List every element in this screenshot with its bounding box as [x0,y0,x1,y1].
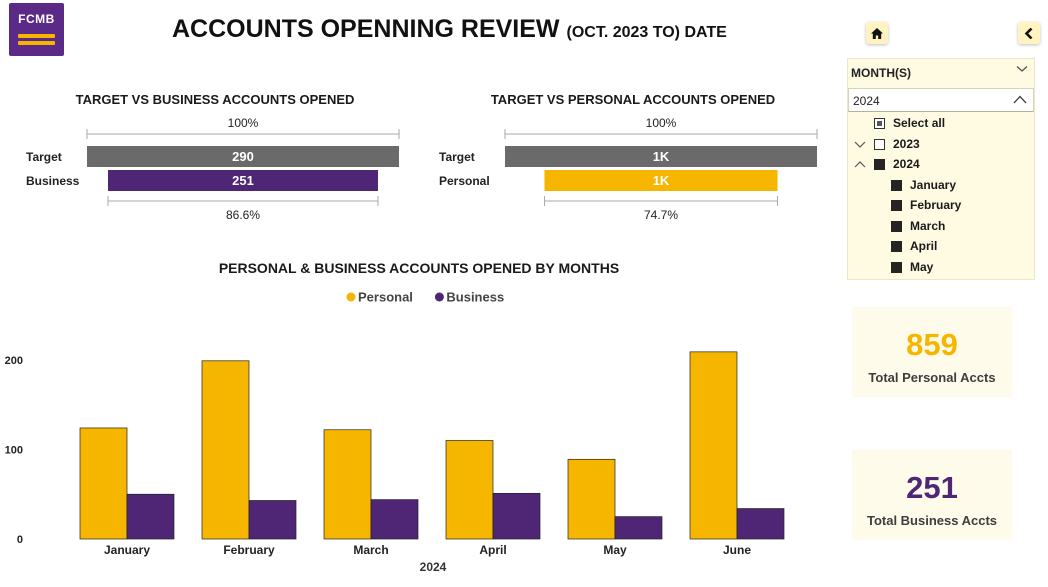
column-chart-title: PERSONAL & BUSINESS ACCOUNTS OPENED BY M… [219,260,619,276]
charts-canvas: TARGET VS BUSINESS ACCOUNTS OPENED 100% 29… [5,92,818,574]
funnel-top-percent: 100% [228,116,259,130]
column-bar [736,508,785,540]
column-bar [79,427,128,540]
column-bar [614,516,663,540]
funnel-bar-value: 1K [653,149,670,164]
slicer-checkbox[interactable] [874,118,885,129]
chevron-left-icon [1024,27,1033,39]
funnel-bottom-percent: 86.6% [226,208,260,222]
total-business-value: 251 [906,470,958,505]
x-tick-label: March [353,543,388,557]
slicer-checkbox[interactable] [891,200,902,211]
expand-icon[interactable] [854,139,866,149]
funnel-bottom-bracket [107,196,379,206]
slicer-item-label[interactable]: 2024 [893,157,920,171]
page-title: ACCOUNTS OPENNING REVIEW (OCT. 2023 TO) … [172,15,727,44]
funnel-title: TARGET VS BUSINESS ACCOUNTS OPENED [76,92,355,107]
slicer-item-label[interactable]: 2023 [893,136,920,151]
column-bar [248,500,297,540]
fcmb-logo: FCMB [9,3,64,56]
total-personal-card: 859 Total Personal Accts [852,307,1012,397]
column-bar [323,429,372,540]
slicer-item-label[interactable]: May [910,259,934,274]
x-tick-label: May [603,543,627,557]
total-business-card: 251 Total Business Accts [852,450,1012,540]
chevron-down-icon[interactable] [1016,65,1028,73]
column-bar [445,440,494,540]
funnel-category-label: Business [26,174,80,188]
slicer-selected-value: 2024 [853,94,880,108]
logo-text: FCMB [18,12,55,26]
legend-marker [346,292,356,302]
slicer-item-label[interactable]: Select all [893,116,946,130]
funnel-category-label: Target [26,150,62,164]
slicer-item-label[interactable]: March [910,218,946,233]
funnel-bottom-percent: 74.7% [644,208,678,222]
funnel-bar [87,146,399,167]
funnel-title: TARGET VS PERSONAL ACCOUNTS OPENED [491,92,775,107]
y-tick-label: 200 [5,355,23,367]
legend-marker [434,292,444,302]
funnel-category-label: Target [439,150,475,164]
slicer-item-label[interactable]: February [910,198,962,212]
funnel-bottom-bracket [543,196,779,206]
funnel-top-bracket [86,129,400,139]
month-slicer: MONTH(S) 2024 Select all 2023 2024 January F… [847,58,1035,280]
column-bar [492,492,541,540]
funnel-top-bracket [504,129,818,139]
funnel-bar [505,146,817,167]
legend-label: Business [446,290,504,305]
slicer-checkbox[interactable] [874,138,885,150]
x-tick-label: February [223,543,275,557]
funnel-bar [107,170,379,191]
column-bar [567,458,616,540]
y-tick-label: 0 [17,534,23,546]
slicer-dropdown[interactable]: 2024 [848,88,1034,112]
chevron-up-icon[interactable] [1013,95,1027,104]
x-tick-label: January [104,543,150,557]
logo-stripe [18,41,55,45]
slicer-checkbox[interactable] [891,220,902,232]
page-title-sub: (OCT. 2023 TO) DATE [566,24,727,41]
column-bar [126,493,175,540]
slicer-item-label[interactable]: January [910,177,957,192]
slicer-title: MONTH(S) [851,66,911,80]
x-tick-label: June [723,543,751,557]
funnel-bar-value: 251 [232,173,254,188]
funnel-category-label: Personal [439,174,490,188]
collapse-icon[interactable] [854,159,866,169]
total-personal-label: Total Personal Accts [868,370,996,385]
funnel-top-percent: 100% [646,116,677,130]
slicer-checkbox[interactable] [891,261,902,273]
legend-label: Personal [358,290,413,305]
x-tick-label: April [479,543,506,557]
column-bar [370,499,419,540]
funnel-bar [544,170,778,191]
total-business-label: Total Business Accts [866,513,998,528]
column-bar [689,351,738,540]
slicer-item-label[interactable]: April [910,239,938,253]
column-bar [201,360,250,540]
back-button[interactable] [1018,22,1040,44]
funnel-bar-value: 290 [232,149,254,164]
funnel-bar-value: 1K [653,173,670,188]
page-title-main: ACCOUNTS OPENNING REVIEW [172,15,560,43]
y-tick-label: 100 [5,444,23,456]
x-axis-label: 2024 [420,560,447,574]
logo-stripe [18,34,55,38]
total-personal-value: 859 [906,327,958,362]
home-button[interactable] [866,22,888,44]
slicer-checkbox[interactable] [891,179,902,191]
slicer-checkbox[interactable] [891,241,902,252]
home-icon [871,27,883,39]
slicer-checkbox[interactable] [874,159,885,170]
